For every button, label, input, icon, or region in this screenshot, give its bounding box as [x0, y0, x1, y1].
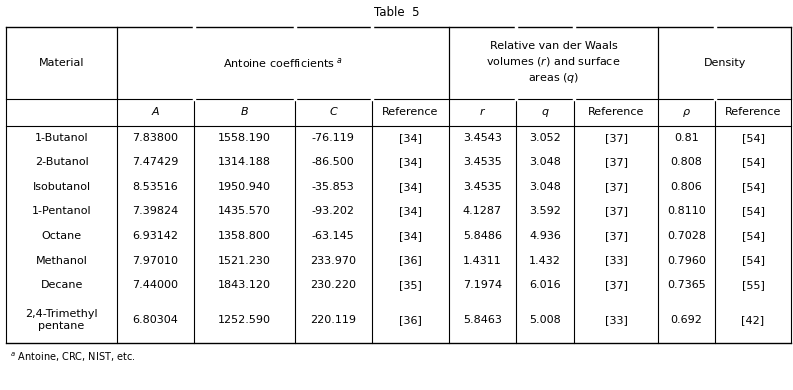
- Text: 2,4-Trimethyl
pentane: 2,4-Trimethyl pentane: [25, 309, 98, 332]
- Text: 5.8486: 5.8486: [463, 231, 502, 241]
- Text: 3.4535: 3.4535: [463, 157, 502, 167]
- Text: 1358.800: 1358.800: [218, 231, 270, 241]
- Text: A: A: [151, 107, 159, 117]
- Text: [37]: [37]: [605, 133, 628, 143]
- Text: 1558.190: 1558.190: [218, 133, 270, 143]
- Text: [34]: [34]: [399, 182, 422, 192]
- Text: Reference: Reference: [725, 107, 781, 117]
- Text: Relative van der Waals
volumes ($r$) and surface
areas ($q$): Relative van der Waals volumes ($r$) and…: [486, 41, 621, 85]
- Text: 2-Butanol: 2-Butanol: [35, 157, 89, 167]
- Text: Density: Density: [703, 58, 746, 68]
- Text: 1521.230: 1521.230: [218, 255, 270, 266]
- Text: 0.806: 0.806: [671, 182, 703, 192]
- Text: [37]: [37]: [605, 182, 628, 192]
- Text: 8.53516: 8.53516: [132, 182, 178, 192]
- Text: -35.853: -35.853: [312, 182, 354, 192]
- Text: [33]: [33]: [605, 315, 628, 325]
- Text: 7.1974: 7.1974: [462, 280, 502, 290]
- Text: 0.8110: 0.8110: [667, 206, 706, 216]
- Text: Material: Material: [39, 58, 84, 68]
- Text: 1950.940: 1950.940: [218, 182, 270, 192]
- Text: 5.008: 5.008: [529, 315, 561, 325]
- Text: 1-Butanol: 1-Butanol: [35, 133, 89, 143]
- Text: [54]: [54]: [741, 182, 764, 192]
- Text: 5.8463: 5.8463: [463, 315, 502, 325]
- Text: [37]: [37]: [605, 231, 628, 241]
- Text: -86.500: -86.500: [312, 157, 354, 167]
- Text: 3.052: 3.052: [529, 133, 561, 143]
- Text: Table  5: Table 5: [374, 6, 419, 19]
- Text: $^a$ Antoine, CRC, NIST, etc.: $^a$ Antoine, CRC, NIST, etc.: [10, 350, 136, 363]
- Text: ρ: ρ: [683, 107, 690, 117]
- Text: Isobutanol: Isobutanol: [33, 182, 90, 192]
- Text: 3.592: 3.592: [529, 206, 561, 216]
- Text: [37]: [37]: [605, 280, 628, 290]
- Text: 7.83800: 7.83800: [132, 133, 178, 143]
- Text: -63.145: -63.145: [312, 231, 354, 241]
- Text: -76.119: -76.119: [312, 133, 354, 143]
- Text: [54]: [54]: [741, 255, 764, 266]
- Text: [54]: [54]: [741, 157, 764, 167]
- Text: Antoine coefficients $^a$: Antoine coefficients $^a$: [223, 56, 343, 70]
- Text: B: B: [240, 107, 248, 117]
- Text: Octane: Octane: [41, 231, 82, 241]
- Text: [54]: [54]: [741, 133, 764, 143]
- Text: Reference: Reference: [588, 107, 645, 117]
- Text: [34]: [34]: [399, 133, 422, 143]
- Text: [34]: [34]: [399, 157, 422, 167]
- Text: -93.202: -93.202: [312, 206, 354, 216]
- Text: r: r: [480, 107, 485, 117]
- Text: 0.81: 0.81: [674, 133, 699, 143]
- Text: 7.44000: 7.44000: [132, 280, 178, 290]
- Text: [54]: [54]: [741, 206, 764, 216]
- Text: 1.4311: 1.4311: [463, 255, 502, 266]
- Text: 7.97010: 7.97010: [132, 255, 178, 266]
- Text: 6.016: 6.016: [529, 280, 561, 290]
- Text: 0.7365: 0.7365: [667, 280, 706, 290]
- Text: [37]: [37]: [605, 157, 628, 167]
- Text: Reference: Reference: [382, 107, 439, 117]
- Text: Decane: Decane: [40, 280, 82, 290]
- Text: 7.47429: 7.47429: [132, 157, 178, 167]
- Text: 0.808: 0.808: [671, 157, 703, 167]
- Text: 6.93142: 6.93142: [132, 231, 178, 241]
- Text: 1314.188: 1314.188: [218, 157, 270, 167]
- Text: [42]: [42]: [741, 315, 764, 325]
- Text: [54]: [54]: [741, 231, 764, 241]
- Text: 3.048: 3.048: [529, 182, 561, 192]
- Text: [34]: [34]: [399, 206, 422, 216]
- Text: 0.692: 0.692: [671, 315, 703, 325]
- Text: 220.119: 220.119: [310, 315, 356, 325]
- Text: 1843.120: 1843.120: [218, 280, 270, 290]
- Text: [36]: [36]: [399, 255, 422, 266]
- Text: [37]: [37]: [605, 206, 628, 216]
- Text: 7.39824: 7.39824: [132, 206, 178, 216]
- Text: 3.4543: 3.4543: [463, 133, 502, 143]
- Text: Methanol: Methanol: [36, 255, 87, 266]
- Text: 233.970: 233.970: [310, 255, 356, 266]
- Text: 3.048: 3.048: [529, 157, 561, 167]
- Text: [33]: [33]: [605, 255, 628, 266]
- Text: 1435.570: 1435.570: [218, 206, 270, 216]
- Text: 3.4535: 3.4535: [463, 182, 502, 192]
- Text: 1-Pentanol: 1-Pentanol: [32, 206, 91, 216]
- Text: 0.7028: 0.7028: [667, 231, 706, 241]
- Text: 1252.590: 1252.590: [218, 315, 270, 325]
- Text: C: C: [329, 107, 337, 117]
- Text: [36]: [36]: [399, 315, 422, 325]
- Text: q: q: [542, 107, 549, 117]
- Text: [55]: [55]: [741, 280, 764, 290]
- Text: 230.220: 230.220: [310, 280, 356, 290]
- Text: 4.936: 4.936: [529, 231, 561, 241]
- Text: [34]: [34]: [399, 231, 422, 241]
- Text: 0.7960: 0.7960: [667, 255, 706, 266]
- Text: 6.80304: 6.80304: [132, 315, 178, 325]
- Text: 4.1287: 4.1287: [462, 206, 502, 216]
- Text: 1.432: 1.432: [529, 255, 561, 266]
- Text: [35]: [35]: [399, 280, 422, 290]
